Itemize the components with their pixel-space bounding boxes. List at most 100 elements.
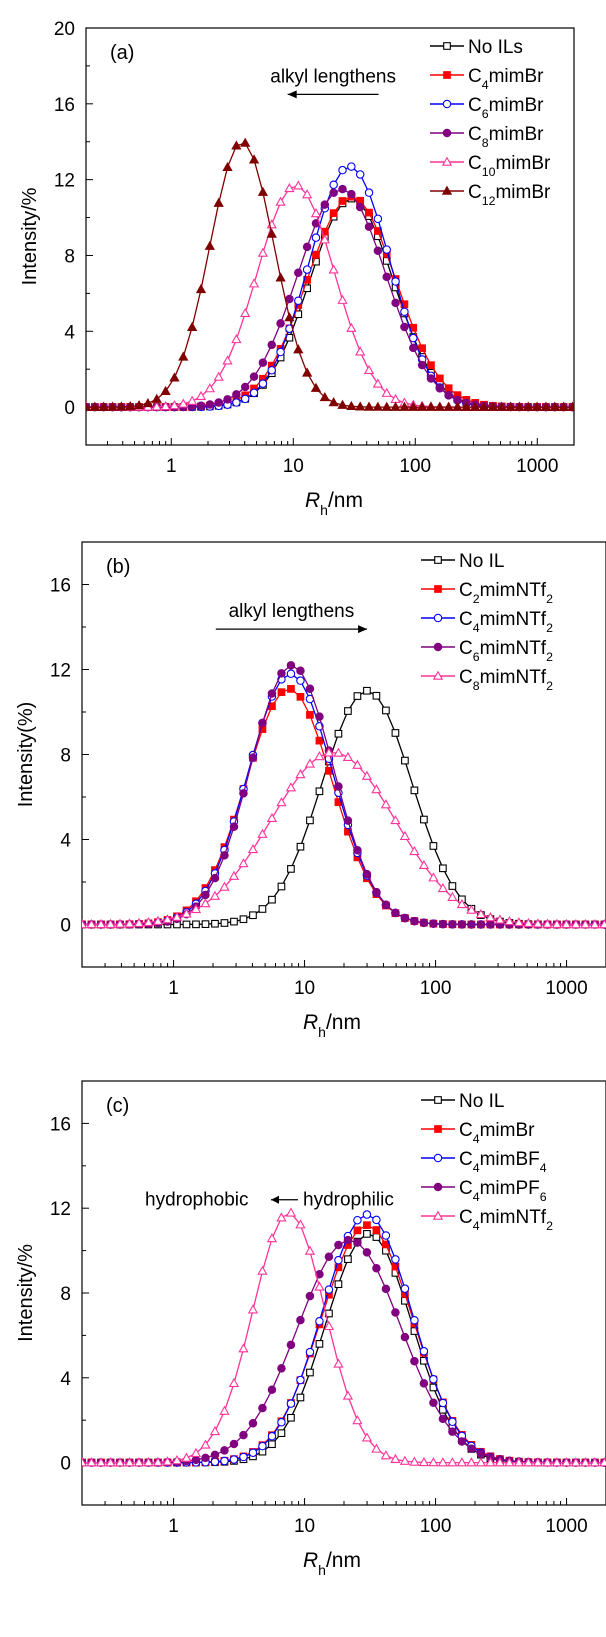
- data-point: [328, 397, 339, 407]
- plot-frame: [85, 27, 575, 446]
- data-point: [580, 919, 591, 929]
- data-point: [304, 758, 316, 768]
- data-point: [107, 401, 118, 411]
- data-point: [363, 1221, 371, 1230]
- data-point: [401, 756, 409, 765]
- data-point: [467, 920, 476, 929]
- data-point: [372, 401, 384, 411]
- data-point: [196, 401, 206, 410]
- data-point: [505, 401, 516, 411]
- data-point: [437, 882, 449, 893]
- data-point: [558, 401, 569, 411]
- data-point: [301, 367, 313, 377]
- data-point: [347, 189, 356, 199]
- series-No ILs: [86, 194, 574, 411]
- data-point: [496, 401, 507, 411]
- data-point: [532, 918, 544, 928]
- data-point: [305, 1347, 315, 1357]
- series-line: [82, 1233, 605, 1464]
- data-point: [249, 911, 257, 920]
- data-point: [124, 1457, 135, 1467]
- data-point: [467, 1444, 476, 1453]
- data-point: [390, 814, 401, 825]
- data-point: [363, 364, 375, 375]
- data-point: [178, 351, 189, 361]
- data-point: [201, 1453, 210, 1463]
- data-point: [435, 384, 445, 393]
- data-point: [162, 1456, 173, 1466]
- legend-label: C4mimNTf2: [459, 1207, 553, 1233]
- legend-item: C8mimNTf2: [421, 667, 553, 693]
- data-point: [324, 1252, 334, 1261]
- data-point: [448, 920, 457, 929]
- data-point: [444, 384, 453, 393]
- data-point: [324, 1285, 334, 1294]
- series-C4mimNTf2: [82, 1207, 606, 1467]
- data-point: [277, 1429, 286, 1438]
- data-point: [461, 401, 472, 411]
- x-tick-label: 1: [168, 978, 179, 999]
- legend-item: C4mimPF6: [421, 1178, 547, 1204]
- data-point: [178, 398, 189, 408]
- data-point: [381, 1231, 391, 1240]
- data-point: [346, 322, 357, 332]
- data-point: [504, 1457, 515, 1467]
- data-point: [220, 919, 229, 927]
- data-point: [284, 182, 295, 193]
- y-tick-label: 0: [60, 1454, 71, 1475]
- data-point: [429, 1398, 438, 1407]
- data-point: [105, 1457, 116, 1467]
- data-point: [267, 366, 276, 375]
- data-point: [372, 1263, 381, 1273]
- data-point: [258, 905, 267, 913]
- data-point: [295, 1219, 306, 1229]
- data-point: [229, 1439, 239, 1449]
- data-point: [361, 770, 373, 780]
- data-point: [342, 1390, 354, 1400]
- data-point: [277, 1418, 286, 1427]
- data-point: [248, 154, 260, 164]
- data-point: [344, 1255, 352, 1264]
- data-point: [116, 401, 127, 411]
- data-point: [258, 718, 267, 728]
- legend-marker: [432, 1210, 444, 1220]
- data-point: [531, 401, 543, 411]
- data-point: [125, 401, 136, 411]
- data-point: [258, 1441, 267, 1451]
- data-point: [182, 920, 191, 929]
- series-line: [82, 1213, 605, 1464]
- data-point: [305, 684, 315, 693]
- data-point: [210, 1457, 220, 1467]
- data-point: [372, 1215, 381, 1225]
- data-point: [438, 1414, 448, 1424]
- legend-label: C4mimBF4: [459, 1149, 547, 1175]
- data-point: [400, 322, 409, 332]
- legend-label: C12mimBr: [468, 182, 551, 208]
- data-point: [476, 1449, 486, 1458]
- x-tick-label: 1: [166, 456, 177, 477]
- data-point: [567, 401, 574, 411]
- series-line: [82, 1239, 605, 1464]
- data-point: [452, 401, 463, 411]
- y-tick-label: 4: [60, 1369, 71, 1390]
- legend-label: C4mimBr: [459, 1120, 535, 1146]
- y-axis-label: Intensity/%: [19, 187, 41, 285]
- data-point: [399, 1455, 411, 1465]
- x-tick-label: 1000: [545, 1516, 587, 1537]
- data-point: [352, 759, 363, 769]
- legend-item: C6mimBr: [430, 95, 544, 121]
- y-tick-label: 20: [54, 19, 75, 40]
- data-point: [346, 400, 357, 411]
- legend-label: C4mimNTf2: [459, 609, 553, 635]
- data-point: [310, 382, 322, 392]
- data-point: [285, 294, 294, 304]
- data-point: [286, 1340, 296, 1350]
- data-point: [171, 1455, 183, 1465]
- data-point: [429, 919, 438, 928]
- data-point: [285, 1207, 297, 1217]
- x-axis-label: Rh/nm: [305, 489, 363, 518]
- data-point: [353, 1226, 362, 1235]
- data-point: [570, 1457, 582, 1467]
- data-point: [494, 914, 506, 924]
- data-point: [296, 1393, 305, 1402]
